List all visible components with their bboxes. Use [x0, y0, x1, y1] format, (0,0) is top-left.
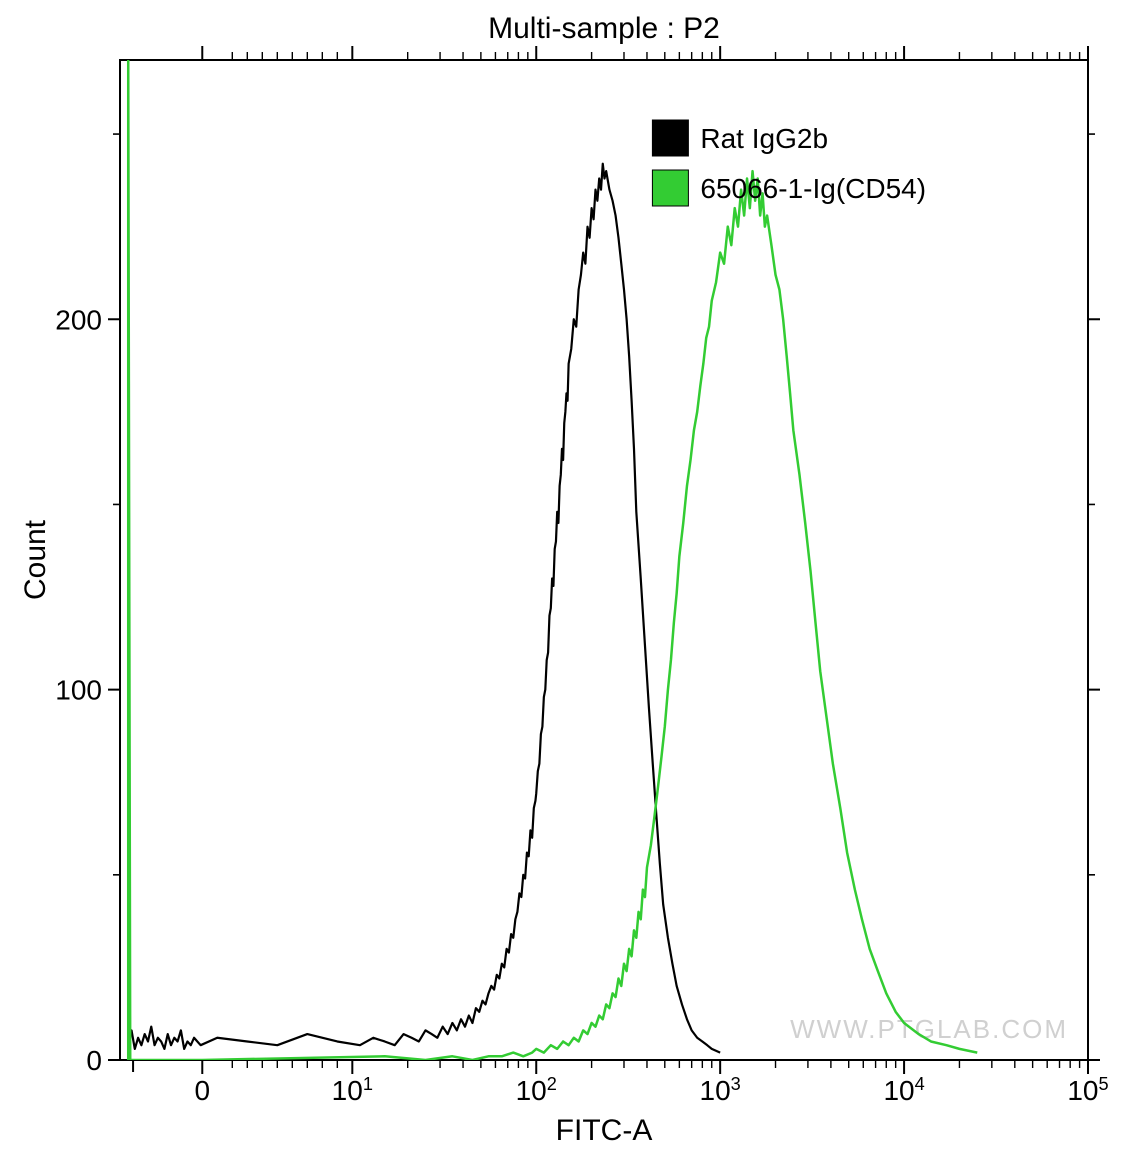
flow-cytometry-histogram: Multi-sample : P20100200Count01011021031…: [0, 0, 1128, 1156]
legend-label: Rat IgG2b: [700, 123, 828, 154]
y-tick-label: 0: [86, 1045, 102, 1076]
y-axis-label: Count: [19, 519, 52, 600]
chart-svg: Multi-sample : P20100200Count01011021031…: [0, 0, 1128, 1156]
y-tick-label: 200: [55, 304, 102, 335]
y-tick-label: 100: [55, 675, 102, 706]
x-tick-label: 0: [194, 1075, 210, 1106]
legend-label: 65066-1-Ig(CD54): [700, 173, 926, 204]
chart-title: Multi-sample : P2: [488, 12, 720, 45]
x-axis-label: FITC-A: [556, 1114, 653, 1147]
legend-swatch: [652, 170, 688, 206]
legend-swatch: [652, 120, 688, 156]
